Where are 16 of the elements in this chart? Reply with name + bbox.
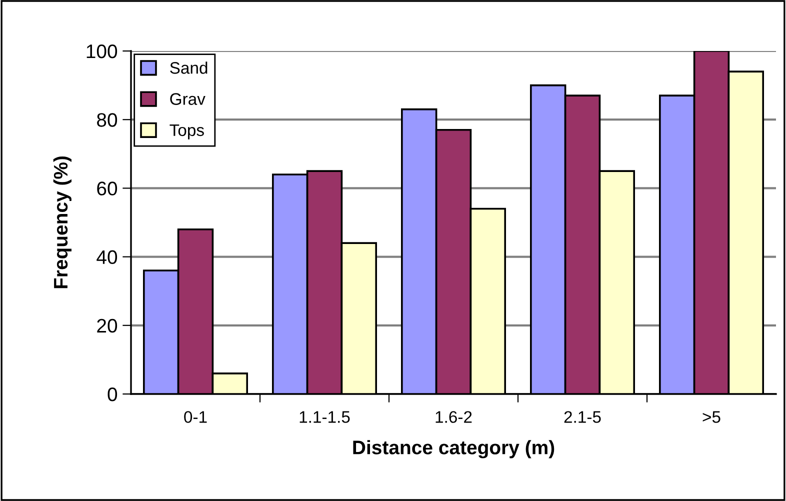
x-tick-label: 1.6-2 — [436, 411, 472, 423]
y-axis-title: Frequency (%) — [53, 156, 72, 288]
legend-label: Grav — [170, 93, 206, 105]
y-tick-label: 40 — [96, 250, 118, 264]
y-tick-label: 0 — [108, 387, 118, 402]
y-tick-label: 60 — [97, 182, 118, 196]
y-tick-label: 20 — [97, 318, 118, 333]
y-tick-label: 80 — [97, 113, 118, 127]
x-axis-title: Distance category (m) — [353, 440, 554, 458]
x-tick-label: 2.1-5 — [564, 411, 601, 423]
x-tick-label: 1.1-1.5 — [300, 411, 350, 423]
y-tick-label: 100 — [86, 44, 118, 58]
x-tick-label: 0-1 — [184, 411, 207, 423]
legend-label: Sand — [170, 62, 208, 74]
x-tick-label: >5 — [702, 411, 720, 423]
legend-label: Tops — [170, 124, 204, 140]
